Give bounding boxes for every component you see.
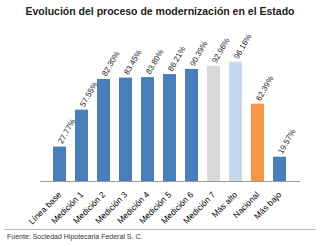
svg-text:Medición 5: Medición 5: [137, 189, 174, 226]
svg-text:Medición 1: Medición 1: [49, 189, 86, 226]
svg-text:83.80%: 83.80%: [144, 48, 165, 76]
svg-text:Medición 2: Medición 2: [71, 189, 108, 226]
svg-text:96.16%: 96.16%: [232, 33, 253, 61]
svg-text:82.30%: 82.30%: [100, 50, 121, 78]
svg-text:83.45%: 83.45%: [122, 48, 143, 76]
svg-text:90.39%: 90.39%: [188, 40, 209, 68]
svg-text:92.96%: 92.96%: [210, 37, 231, 65]
svg-text:Más bajo: Más bajo: [252, 189, 284, 221]
svg-text:Nacional: Nacional: [230, 189, 262, 221]
svg-text:Medición 3: Medición 3: [93, 189, 130, 226]
svg-text:27.77%: 27.77%: [56, 117, 77, 145]
html-text:Fuente: Sociedad Hipotecaria F: Fuente: Sociedad Hipotecaria Federal S. …: [7, 233, 143, 240]
svg-text:62.39%: 62.39%: [254, 74, 275, 102]
svg-text:Medición 4: Medición 4: [115, 189, 152, 226]
svg-text:Línea base: Línea base: [26, 189, 64, 227]
svg-text:Medición 7: Medición 7: [181, 189, 217, 225]
svg-text:19.57%: 19.57%: [276, 128, 297, 156]
html-text:Evolución del proceso de moder: Evolución del proceso de modernización e…: [25, 5, 295, 17]
svg-text:57.55%: 57.55%: [78, 80, 99, 108]
svg-text:Medición 6: Medición 6: [159, 189, 196, 226]
svg-text:Más alto: Más alto: [209, 189, 240, 220]
svg-text:86.21%: 86.21%: [166, 45, 187, 73]
